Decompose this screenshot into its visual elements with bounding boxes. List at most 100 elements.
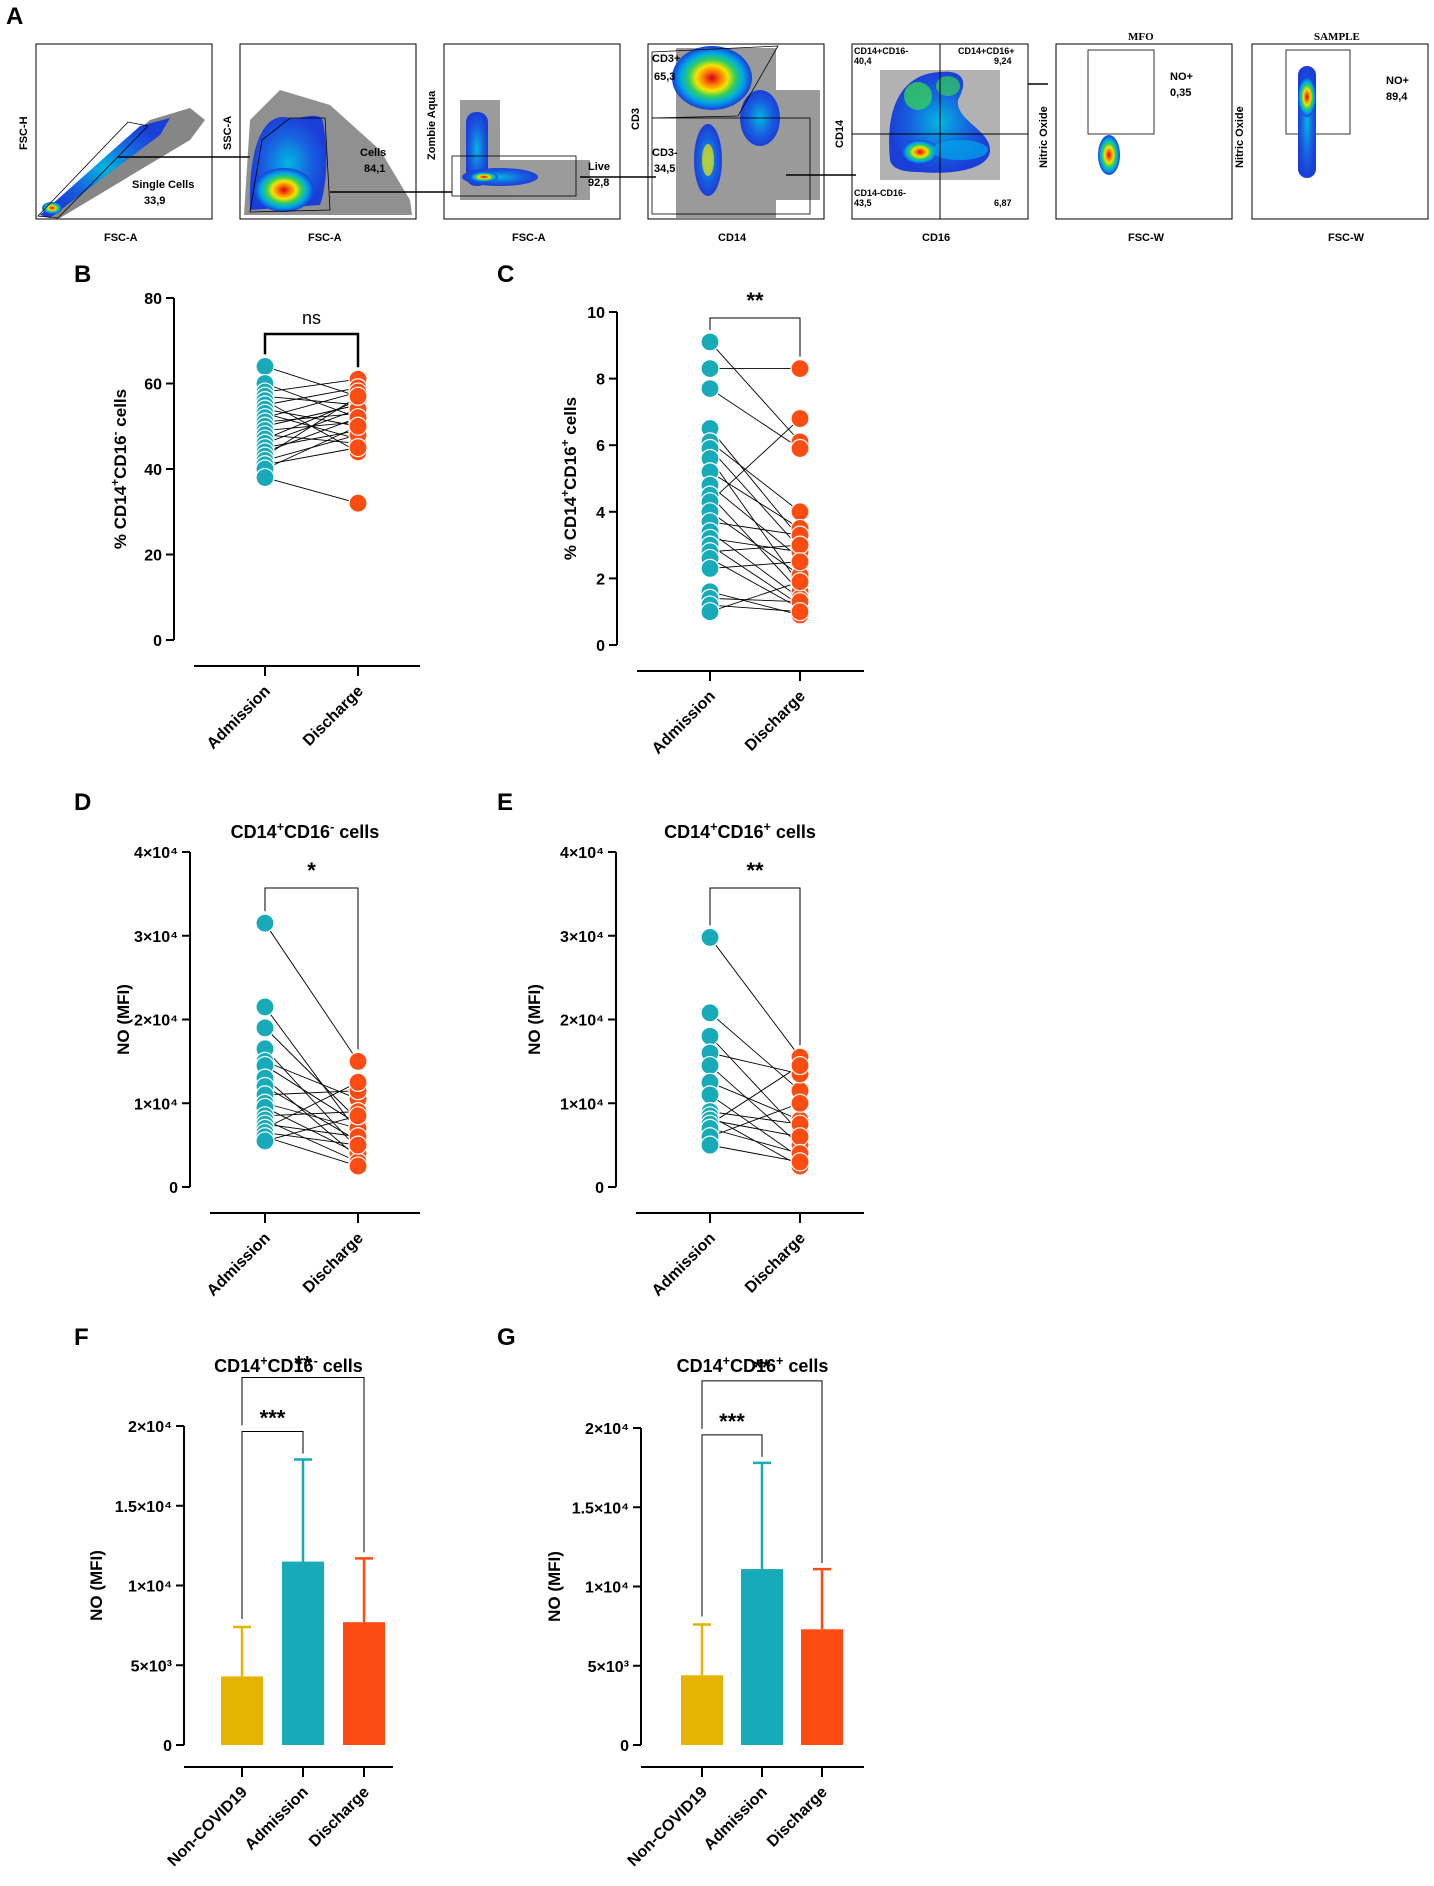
bar xyxy=(282,1561,324,1745)
x-tick-label: Non-COVID19 xyxy=(625,1784,711,1870)
paired-line xyxy=(264,1136,359,1167)
plot4-gate-top-value: 65,3 xyxy=(654,71,675,83)
discharge-point xyxy=(348,438,368,458)
chart-panel-e: E CD14+CD16+ cells 0 1×10⁴ 2×10⁴ 3×10⁴ 4×10⁴ NO… xyxy=(497,789,864,1300)
plot3-gate-value: 92,8 xyxy=(588,177,609,189)
admission-point xyxy=(700,927,720,948)
x-tick-label: Non-COVID19 xyxy=(165,1784,251,1870)
paired-line xyxy=(264,400,359,440)
discharge-point xyxy=(790,1055,810,1076)
paired-line xyxy=(264,404,359,427)
y-tick-label: 80 xyxy=(144,291,162,308)
discharge-point xyxy=(790,552,810,572)
paired-line xyxy=(709,1012,801,1092)
bar xyxy=(221,1676,263,1745)
paired-line xyxy=(264,1115,359,1142)
plot3-x-label: FSC-A xyxy=(512,232,546,244)
bar xyxy=(681,1675,723,1745)
y-tick-label: 60 xyxy=(144,377,162,394)
chart-panel-g: G CD14+CD16+ cells 0 5×10³ 1×10⁴ 1.5×10⁴ 2×10⁴… xyxy=(497,1324,864,1870)
x-tick-label: Discharge xyxy=(742,688,809,755)
discharge-point xyxy=(790,408,810,429)
panel-letter-a: A xyxy=(6,3,23,30)
plot4-x-label: CD14 xyxy=(718,232,747,244)
y-tick-label: 1.5×10⁴ xyxy=(572,1500,629,1517)
plot5-q-bl-value: 43,5 xyxy=(854,198,872,208)
paired-line xyxy=(709,591,801,616)
flow-plot-cells: Cells 84,1 FSC-A SSC-A xyxy=(222,43,417,244)
x-tick-label: Admission xyxy=(204,1230,274,1300)
paired-line xyxy=(264,395,359,406)
chart-title: CD14+CD16+ cells xyxy=(677,1354,829,1376)
panel-letter-g: G xyxy=(497,1324,516,1351)
paired-line xyxy=(709,537,801,553)
y-tick-label: 5×10³ xyxy=(588,1659,629,1676)
y-tick-label: 1×10⁴ xyxy=(128,1579,172,1596)
plot7-gate-value: 89,4 xyxy=(1386,91,1408,103)
y-tick-label: 10 xyxy=(587,305,605,322)
y-tick-label: 0 xyxy=(620,1738,629,1755)
paired-line xyxy=(709,521,801,536)
x-tick-label: Discharge xyxy=(764,1784,831,1851)
panel-letter-b: B xyxy=(74,261,91,288)
paired-line xyxy=(264,1048,359,1150)
plot5-q-tr-label: CD14+CD16+ xyxy=(958,46,1015,56)
chart-title: CD14+CD16+ cells xyxy=(664,820,816,842)
chart-title: CD14+CD16- cells xyxy=(214,1354,363,1376)
plot5-q-br-value: 6,87 xyxy=(994,198,1012,208)
plot7-x-label: FSC-W xyxy=(1328,232,1365,244)
y-tick-label: 6 xyxy=(596,438,605,455)
significance-label: ** xyxy=(753,1355,771,1380)
y-tick-label: 4×10⁴ xyxy=(560,845,604,862)
admission-point xyxy=(255,1131,275,1151)
x-tick-label: Discharge xyxy=(742,1230,809,1297)
plot1-x-label: FSC-A xyxy=(104,232,138,244)
plot4-gate-top-label: CD3+ xyxy=(652,53,680,65)
paired-line xyxy=(709,561,801,569)
plot6-gate-value: 0,35 xyxy=(1170,87,1191,99)
paired-line xyxy=(709,1111,801,1125)
paired-line xyxy=(709,1065,801,1125)
plot2-x-label: FSC-A xyxy=(308,232,342,244)
paired-line xyxy=(709,441,801,513)
significance-label: *** xyxy=(260,1405,286,1430)
paired-line xyxy=(709,597,801,603)
admission-point xyxy=(700,602,720,622)
plot6-x-label: FSC-W xyxy=(1128,232,1165,244)
plot1-gate-value: 33,9 xyxy=(144,195,165,207)
discharge-point xyxy=(790,1152,810,1172)
y-tick-label: 3×10⁴ xyxy=(134,929,178,946)
paired-line xyxy=(709,604,801,613)
panel-letter-e: E xyxy=(497,789,513,816)
y-axis-label: NO (MFI) xyxy=(114,984,133,1055)
plot4-gate-bottom-value: 34,5 xyxy=(654,163,675,175)
x-tick-label: Admission xyxy=(649,1230,719,1300)
admission-point xyxy=(255,467,275,488)
discharge-point xyxy=(348,1051,368,1071)
plot3-gate-label: Live xyxy=(588,161,610,173)
bar xyxy=(343,1622,385,1745)
y-tick-label: 0 xyxy=(595,1180,604,1197)
admission-point xyxy=(700,1135,720,1155)
paired-line xyxy=(709,428,801,539)
admission-point xyxy=(700,1003,720,1023)
discharge-point xyxy=(790,1127,810,1147)
plot7-title: SAMPLE xyxy=(1314,31,1360,43)
panel-letter-f: F xyxy=(74,1324,89,1351)
admission-point xyxy=(700,1055,720,1076)
plot4-y-label: CD3 xyxy=(630,108,642,130)
plot5-q-tr-value: 9,24 xyxy=(994,56,1012,66)
y-tick-label: 3×10⁴ xyxy=(560,929,604,946)
chart-panel-c: C 0 2 4 6 8 10 % CD14+CD16+ cells Admission Disch… xyxy=(497,261,864,758)
flow-plot-sample: SAMPLE NO+ 89,4 FSC-W Nitric Oxide xyxy=(1234,31,1429,244)
paired-line xyxy=(264,1081,359,1129)
y-tick-label: 4×10⁴ xyxy=(134,845,178,862)
admission-point xyxy=(255,356,275,376)
discharge-point xyxy=(348,1156,368,1176)
paired-line xyxy=(709,1081,801,1121)
y-axis-label: NO (MFI) xyxy=(87,1550,106,1621)
y-tick-label: 40 xyxy=(144,462,162,479)
plot1-gate-label: Single Cells xyxy=(132,179,194,191)
admission-point xyxy=(255,913,275,933)
panel-letter-c: C xyxy=(497,261,514,288)
